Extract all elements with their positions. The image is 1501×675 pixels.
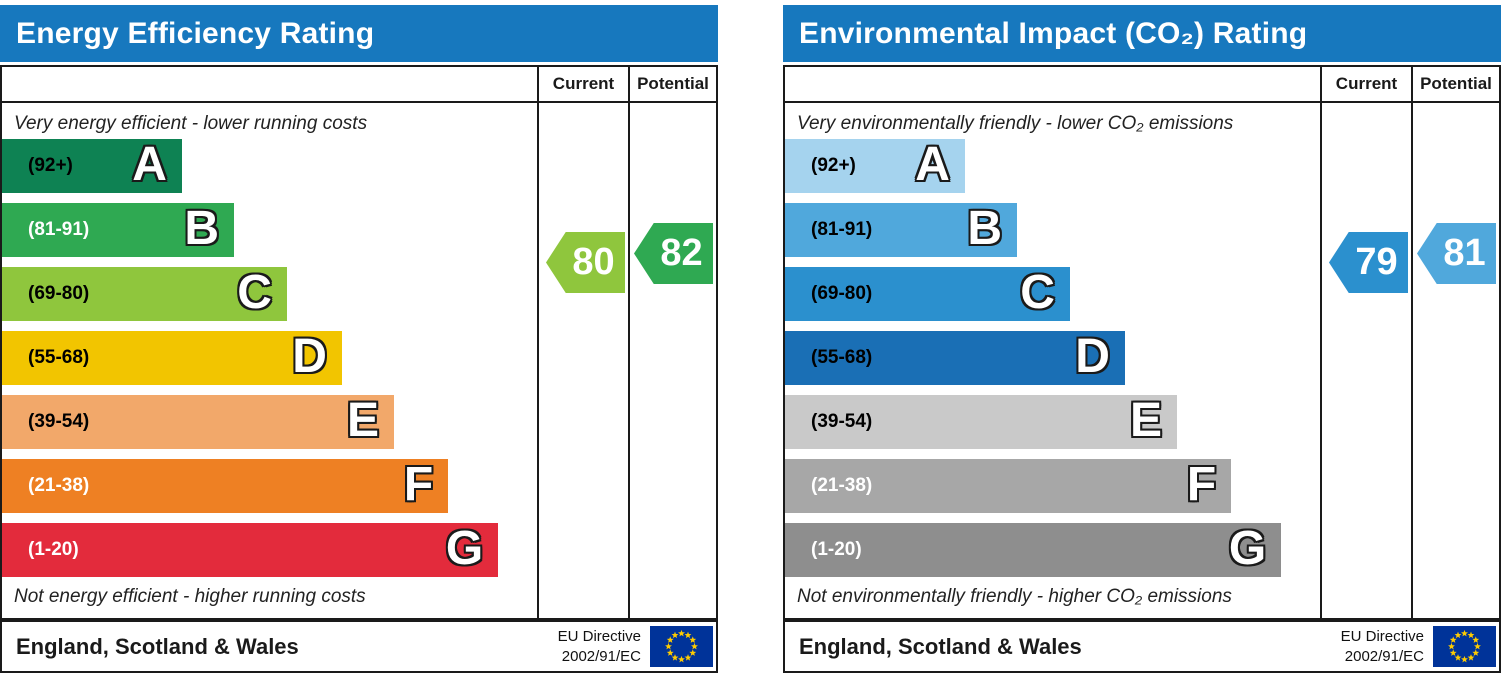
band-letter: B: [184, 202, 220, 256]
band-letter: C: [237, 266, 272, 320]
band-range-label: (21-38): [28, 475, 90, 496]
band-g: (1-20) G: [2, 522, 499, 577]
band-letter: G: [1228, 522, 1267, 576]
potential-column-header: Potential: [637, 74, 709, 93]
eu-flag-icon: [1433, 626, 1496, 667]
band-d: (55-68) D: [2, 331, 342, 385]
current-column-header: Current: [1335, 74, 1398, 93]
current-column-header: Current: [552, 74, 615, 93]
band-range-label: (1-20): [811, 539, 862, 560]
top-caption: Very energy efficient - lower running co…: [14, 113, 368, 134]
band-range-label: (81-91): [28, 219, 90, 240]
band-range-label: (69-80): [811, 283, 873, 304]
band-range-label: (92+): [811, 155, 856, 176]
chart-header-row: Current Potential: [2, 67, 716, 103]
current-rating-value: 80: [572, 241, 615, 283]
band-letter: F: [1186, 458, 1217, 512]
band-range-label: (39-54): [28, 411, 90, 432]
band-c: (69-80) C: [785, 267, 1070, 321]
band-e: (39-54) E: [785, 395, 1177, 449]
band-range-label: (92+): [28, 155, 73, 176]
top-caption: Very environmentally friendly - lower CO…: [797, 113, 1234, 134]
chart-header-row: Current Potential: [785, 67, 1499, 103]
panel-title: Environmental Impact (CO₂) Rating: [783, 5, 1501, 62]
band-a: (92+) A: [785, 139, 965, 193]
region-label: England, Scotland & Wales: [16, 633, 299, 659]
band-range-label: (1-20): [28, 539, 79, 560]
band-letter: E: [1129, 394, 1162, 448]
bottom-caption: Not environmentally friendly - higher CO…: [797, 586, 1232, 607]
band-letter: D: [1075, 330, 1110, 384]
band-letter: A: [132, 138, 167, 192]
band-letter: G: [445, 522, 484, 576]
potential-column-header: Potential: [1420, 74, 1492, 93]
panel-footer: England, Scotland & Wales EU Directive 2…: [0, 620, 718, 673]
column-divider: [1320, 67, 1322, 618]
band-b: (81-91) B: [785, 202, 1018, 257]
panel-title: Energy Efficiency Rating: [0, 5, 718, 62]
band-c: (69-80) C: [2, 267, 287, 321]
band-f: (21-38) F: [2, 458, 449, 513]
column-divider: [537, 67, 539, 618]
band-letter: A: [915, 138, 950, 192]
column-divider: [628, 67, 630, 618]
eu-directive-label: EU Directive 2002/91/EC: [1340, 628, 1424, 665]
band-range-label: (39-54): [811, 411, 873, 432]
current-rating-value: 79: [1355, 241, 1398, 283]
band-range-label: (55-68): [811, 347, 873, 368]
eu-directive-label: EU Directive 2002/91/EC: [557, 628, 641, 665]
region-label: England, Scotland & Wales: [799, 633, 1082, 659]
band-d: (55-68) D: [785, 331, 1125, 385]
column-divider: [1411, 67, 1413, 618]
potential-rating-arrow: 82: [634, 223, 713, 284]
band-letter: C: [1020, 266, 1055, 320]
potential-rating-value: 81: [1443, 232, 1486, 274]
band-e: (39-54) E: [2, 395, 394, 449]
bottom-caption: Not energy efficient - higher running co…: [14, 586, 366, 607]
energy-efficiency-rating-panel: Energy Efficiency Rating Current Potenti…: [0, 5, 718, 673]
environmental-impact-rating-panel: Environmental Impact (CO₂) Rating Curren…: [783, 5, 1501, 673]
rating-bands: (92+) A (81-91) B (69-80) C (55-68) D (3…: [2, 139, 716, 577]
rating-chart: Current Potential Very environmentally f…: [783, 65, 1501, 620]
band-range-label: (55-68): [28, 347, 90, 368]
band-range-label: (21-38): [811, 475, 873, 496]
band-letter: D: [292, 330, 327, 384]
panel-footer: England, Scotland & Wales EU Directive 2…: [783, 620, 1501, 673]
eu-flag-icon: [650, 626, 713, 667]
band-b: (81-91) B: [2, 202, 235, 257]
band-f: (21-38) F: [785, 458, 1232, 513]
epc-certificate: Energy Efficiency Rating Current Potenti…: [0, 5, 1501, 673]
band-range-label: (69-80): [28, 283, 90, 304]
potential-rating-value: 82: [660, 232, 703, 274]
band-g: (1-20) G: [785, 522, 1282, 577]
band-letter: E: [346, 394, 379, 448]
rating-bands: (92+) A (81-91) B (69-80) C (55-68) D (3…: [785, 139, 1499, 577]
band-letter: B: [967, 202, 1003, 256]
current-rating-arrow: 80: [546, 232, 625, 293]
band-range-label: (81-91): [811, 219, 873, 240]
rating-chart: Current Potential Very energy efficient …: [0, 65, 718, 620]
band-a: (92+) A: [2, 139, 182, 193]
band-letter: F: [403, 458, 434, 512]
